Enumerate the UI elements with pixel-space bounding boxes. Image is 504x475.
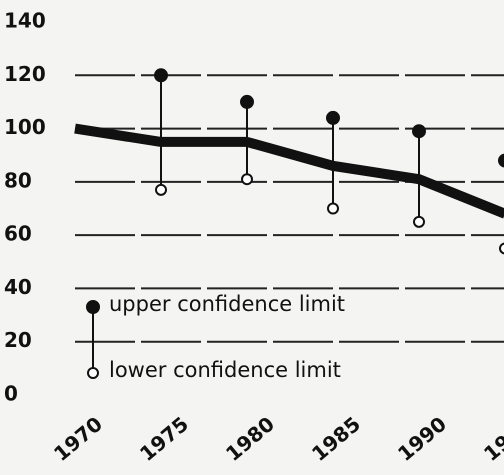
legend-swatch: [87, 367, 99, 379]
upper-limit-marker: [326, 110, 340, 125]
legend-label: lower confidence limit: [109, 358, 341, 382]
y-tick-label: 40: [4, 275, 32, 299]
lower-limit-marker: [241, 173, 253, 186]
x-tick-label: 1970: [49, 412, 107, 466]
grid: [75, 74, 504, 343]
legend-swatch: [86, 300, 100, 314]
y-tick-label: 20: [4, 328, 32, 352]
trend-line: [74, 123, 504, 219]
x-tick-label: 1975: [135, 412, 193, 466]
y-tick-label: 120: [4, 62, 46, 86]
x-tick-label: 1985: [307, 412, 365, 466]
lower-limit-marker: [499, 242, 504, 255]
y-tick-label: 140: [4, 9, 46, 33]
y-tick-label: 100: [4, 115, 46, 139]
y-tick-label: 80: [4, 168, 32, 192]
x-tick-label: 1995: [479, 412, 504, 466]
upper-limit-marker: [240, 94, 254, 109]
upper-limit-marker: [412, 124, 426, 139]
lower-limit-marker: [413, 215, 425, 228]
lower-limit-marker: [327, 202, 339, 215]
upper-limit-marker: [154, 68, 168, 83]
legend-label: upper confidence limit: [109, 292, 345, 316]
x-tick-label: 1990: [393, 412, 451, 466]
lower-limit-marker: [155, 183, 167, 196]
y-tick-label: 60: [4, 222, 32, 246]
legend: upper confidence limit lower confidence l…: [86, 292, 345, 382]
y-tick-label: 0: [4, 382, 18, 406]
x-tick-label: 1980: [221, 412, 279, 466]
upper-limit-marker: [498, 153, 504, 168]
plot-area: [74, 68, 504, 255]
